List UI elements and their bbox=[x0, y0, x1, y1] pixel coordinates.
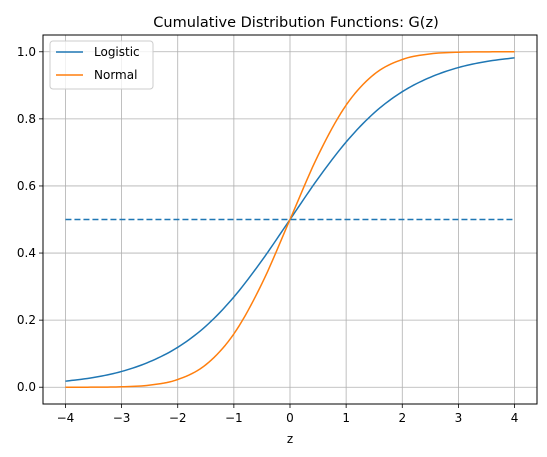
x-tick-label: 3 bbox=[455, 411, 463, 425]
series-line-normal bbox=[65, 51, 515, 388]
x-tick-label: −4 bbox=[57, 411, 75, 425]
chart-title: Cumulative Distribution Functions: G(z) bbox=[153, 15, 438, 31]
y-tick-label: 0.4 bbox=[17, 246, 36, 260]
series-layer bbox=[65, 51, 515, 388]
x-axis-label: z bbox=[287, 432, 293, 446]
x-tick-label: 1 bbox=[342, 411, 350, 425]
y-tick-label: 0.8 bbox=[17, 112, 36, 126]
y-axis-ticks: 0.0 0.2 0.4 0.6 0.8 1.0 bbox=[17, 45, 43, 394]
x-tick-label: 0 bbox=[286, 411, 294, 425]
x-tick-label: −3 bbox=[113, 411, 131, 425]
y-tick-label: 0.6 bbox=[17, 179, 36, 193]
x-tick-label: −2 bbox=[169, 411, 187, 425]
y-tick-label: 0.0 bbox=[17, 380, 36, 394]
y-tick-label: 1.0 bbox=[17, 45, 36, 59]
legend-label-logistic: Logistic bbox=[94, 45, 140, 59]
x-axis-ticks: −4 −3 −2 −1 0 1 2 3 4 bbox=[57, 404, 519, 425]
x-tick-label: 2 bbox=[398, 411, 406, 425]
x-tick-label: −1 bbox=[225, 411, 243, 425]
legend-label-normal: Normal bbox=[94, 68, 137, 82]
y-tick-label: 0.2 bbox=[17, 313, 36, 327]
legend: Logistic Normal bbox=[49, 40, 154, 90]
x-tick-label: 4 bbox=[511, 411, 519, 425]
legend-box bbox=[49, 40, 154, 90]
